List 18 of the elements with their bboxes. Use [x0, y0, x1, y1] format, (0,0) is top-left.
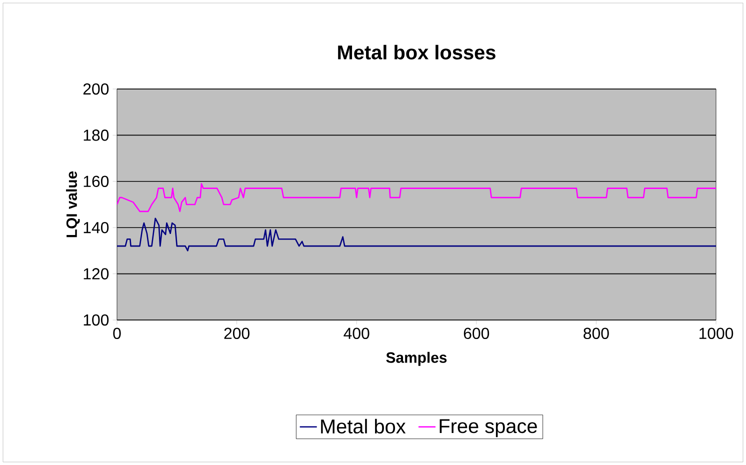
legend-label: Metal box [321, 418, 406, 434]
x-tick-label: 1000 [699, 328, 734, 340]
y-tick-label: 200 [83, 83, 109, 95]
y-tick-label: 120 [84, 268, 109, 280]
y-tick-label: 160 [84, 176, 109, 188]
x-tick-label: 0 [113, 328, 121, 340]
x-axis-title: Samples [386, 352, 447, 366]
x-tick-label: 800 [584, 328, 609, 340]
y-axis-title: LQI value [66, 171, 80, 238]
legend-label: Free space [440, 419, 537, 438]
x-tick-label: 200 [224, 328, 250, 340]
y-tick-label: 100 [84, 314, 109, 326]
y-tick-label: 140 [84, 222, 109, 234]
x-tick-label: 600 [464, 328, 490, 340]
chart-title: Metal box losses [338, 44, 496, 60]
line-series [117, 218, 716, 252]
y-tick-label: 180 [84, 130, 109, 141]
x-tick-label: 400 [344, 328, 370, 340]
